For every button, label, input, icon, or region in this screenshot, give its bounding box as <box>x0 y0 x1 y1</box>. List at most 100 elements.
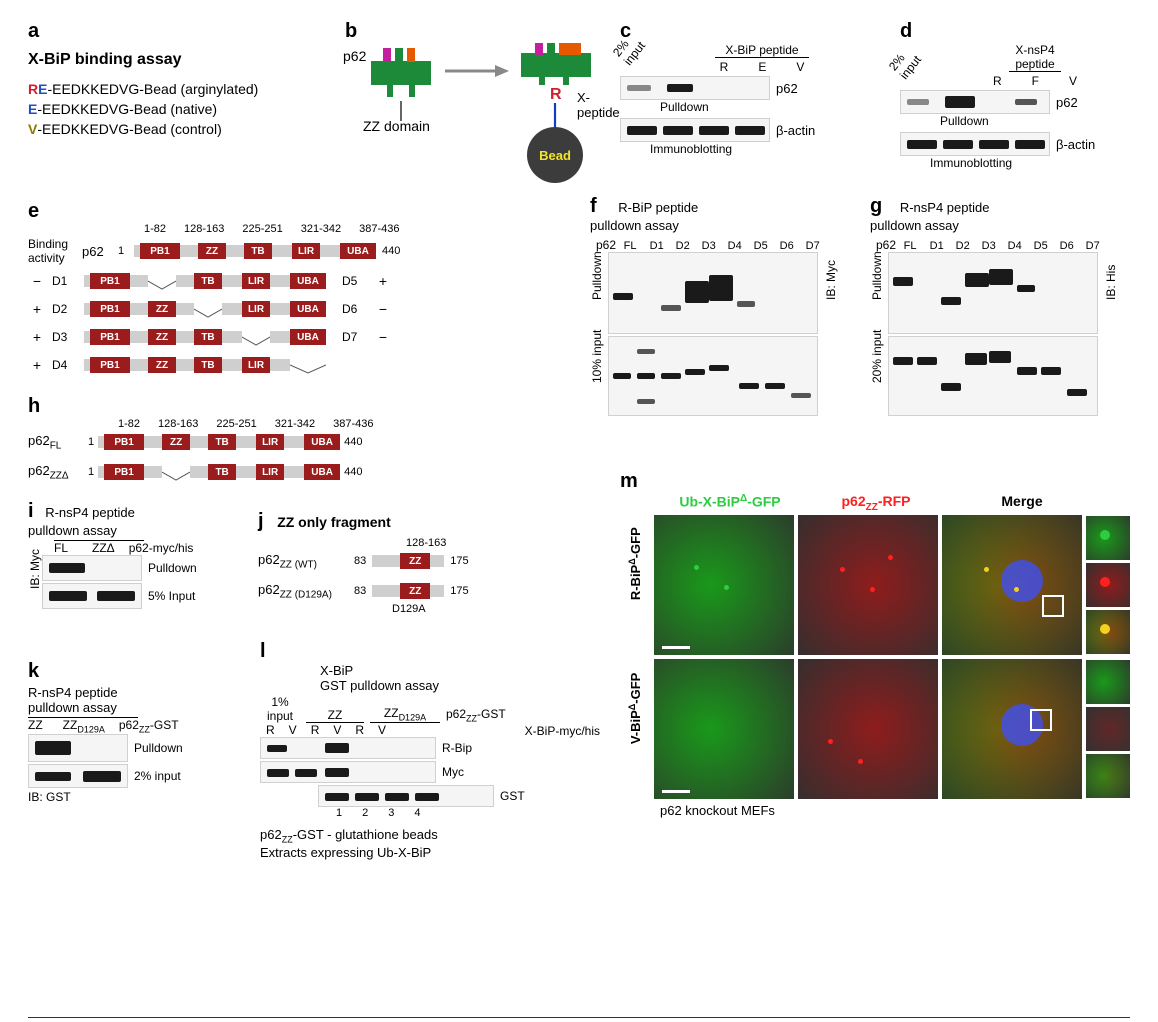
panel-i-label: i <box>28 500 34 522</box>
peptide-1: RE-EEDKKEDVG-Bead (arginylated) <box>28 81 328 97</box>
m-inset-1g <box>1086 516 1130 560</box>
m-inset-1m <box>1086 610 1130 654</box>
l-col3: ZZD129A <box>370 706 440 723</box>
l-col2: ZZ <box>306 708 364 723</box>
l-header: X-BiP GST pulldown assay <box>320 663 620 693</box>
l-row2: Myc <box>442 765 464 779</box>
m-col3: Merge <box>952 493 1092 513</box>
l-lane-nums: 1234 <box>336 807 620 819</box>
m-col1: Ub-X-BiPΔ-GFP <box>660 493 800 513</box>
bottom-rule <box>28 1017 1130 1018</box>
panel-b: b R Bead p62 ZZ domain X-peptide <box>345 20 625 186</box>
h-start1: 1 <box>88 436 94 448</box>
i-blot-2 <box>42 583 142 609</box>
i-row2: 5% Input <box>148 589 195 603</box>
j-zz2: ZZ <box>400 583 430 599</box>
d-lane-F: F <box>1032 74 1039 88</box>
g-blot-input <box>888 336 1098 416</box>
panel-g: g R-nsP4 peptide pulldown assay p62 FLD1… <box>870 195 1130 416</box>
j-range: 128-163 <box>406 537 558 549</box>
aa-start: 1 <box>118 245 128 257</box>
panel-f-label: f <box>590 195 597 217</box>
g-ib: IB: His <box>1104 286 1118 300</box>
j-end1: 175 <box>450 555 468 567</box>
l-col1: 1% input <box>260 695 300 723</box>
panel-h-label: h <box>28 395 478 418</box>
f-p62: p62 <box>596 238 616 252</box>
k-row1: Pulldown <box>134 741 183 755</box>
m-footer: p62 knockout MEFs <box>660 803 1140 818</box>
m-img-2-3 <box>942 659 1082 799</box>
f-blot-pulldown <box>608 252 818 334</box>
k-blot-2 <box>28 764 128 788</box>
prefix-R: R <box>28 81 38 97</box>
m-img-1-2 <box>798 515 938 655</box>
panel-l-label: l <box>260 640 266 662</box>
d-blot-2 <box>900 132 1050 156</box>
panel-j: j ZZ only fragment 128-163 p62ZZ (WT) 83… <box>258 510 558 615</box>
c-pulldown: Pulldown <box>660 100 870 114</box>
g-lanes: FLD1D2D3D4D5D6D7 <box>904 240 1108 252</box>
m-inset-2m <box>1086 754 1130 798</box>
f-ib: IB: Myc <box>824 286 838 300</box>
d-header: X-nsP4 peptide <box>1009 43 1060 72</box>
i-ylabel: p62-myc/his <box>129 541 194 555</box>
l-row3: GST <box>500 789 525 803</box>
c-lane-R: R <box>720 60 729 74</box>
m-img-2-1 <box>654 659 794 799</box>
panel-d-label: d <box>900 20 1140 43</box>
i-row1: Pulldown <box>148 561 197 575</box>
zz-domain-text: ZZ domain <box>363 118 430 134</box>
i-title: R-nsP4 peptide pulldown assay <box>28 505 135 538</box>
h-start2: 1 <box>88 466 94 478</box>
seq3: -EEDKKEDVG-Bead (control) <box>37 121 221 137</box>
j-wt: p62 <box>258 552 280 567</box>
h-ranges: 1-82128-163225-251321-342387-436 <box>118 418 478 430</box>
m-img-2-2 <box>798 659 938 799</box>
l-note1: p62ZZ-GST - glutathione beads <box>260 827 620 845</box>
m-img-1-1 <box>654 515 794 655</box>
h-full-bar: PB1ZZTBLIRUBA <box>98 434 340 450</box>
peptide-2: E-EEDKKEDVG-Bead (native) <box>28 101 328 117</box>
i-lane-ZZd: ZZΔ <box>92 541 115 555</box>
panel-l: l X-BiP GST pulldown assay 1% input ZZ Z… <box>260 640 620 860</box>
e-matrix: −D1PB1TBLIRUBAD5++D2PB1ZZLIRUBAD6−+D3PB1… <box>28 269 588 377</box>
d-blot-1 <box>900 90 1050 114</box>
f-blot-input <box>608 336 818 416</box>
c-blot-2 <box>620 118 770 142</box>
peptide-3: V-EEDKKEDVG-Bead (control) <box>28 121 328 137</box>
h-del-bar: PB1TBLIRUBA <box>98 464 340 480</box>
j-da-sub: ZZ (D129A) <box>280 589 332 600</box>
panel-a: a X-BiP binding assay RE-EEDKKEDVG-Bead … <box>28 20 328 137</box>
panel-a-title: X-BiP binding assay <box>28 51 328 69</box>
m-col2: p62ZZ-RFP <box>806 493 946 513</box>
j-start1: 83 <box>354 555 366 567</box>
m-inset-2r <box>1086 707 1130 751</box>
m-inset-2g <box>1086 660 1130 704</box>
k-title: R-nsP4 peptide pulldown assay <box>28 685 268 715</box>
g-pulldown-lab: Pulldown <box>870 286 884 300</box>
g-p62: p62 <box>876 238 896 252</box>
svg-text:R: R <box>550 86 562 103</box>
panel-k: k R-nsP4 peptide pulldown assay ZZ ZZD12… <box>28 660 268 804</box>
panel-i: i R-nsP4 peptide pulldown assay FL ZZΔ p… <box>28 500 258 609</box>
j-title: ZZ only fragment <box>277 514 391 530</box>
k-ylabel: p62ZZ-GST <box>119 718 179 734</box>
panel-m-label: m <box>620 470 638 492</box>
svg-text:Bead: Bead <box>539 148 571 163</box>
k-lane-ZZ: ZZ <box>28 718 43 734</box>
d-row1: p62 <box>1056 95 1078 110</box>
row-p62: p62 <box>82 244 112 259</box>
d-ib: Immunoblotting <box>930 156 1140 170</box>
c-header: X-BiP peptide <box>715 43 808 58</box>
g-title: R-nsP4 peptide pulldown assay <box>870 200 989 233</box>
j-da: p62 <box>258 582 280 597</box>
c-blot-1 <box>620 76 770 100</box>
h-fl: p62 <box>28 433 50 448</box>
m-row1: R-BiPΔ-GFP <box>627 570 643 600</box>
panel-k-label: k <box>28 660 39 682</box>
l-blot-3 <box>318 785 494 807</box>
h-fl-sub: FL <box>50 440 62 451</box>
m-inset-1r <box>1086 563 1130 607</box>
panel-c-label: c <box>620 20 870 43</box>
